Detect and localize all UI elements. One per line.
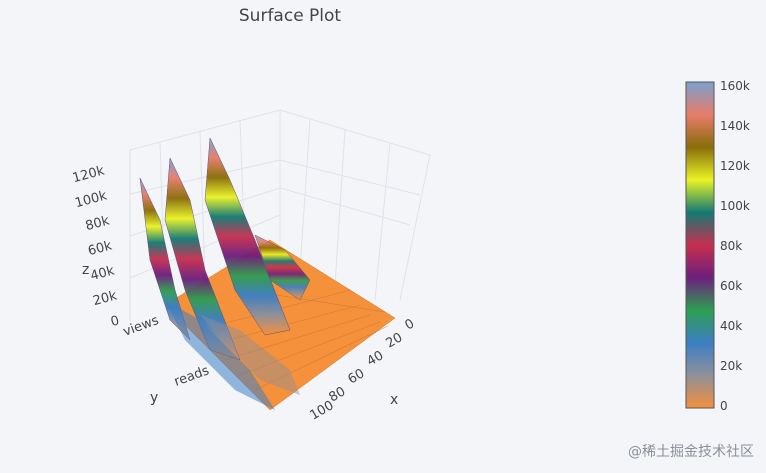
colorbar-ticks: 0 20k 40k 60k 80k 100k 120k 140k 160k [720, 79, 750, 413]
axis-grid [129, 109, 431, 320]
surface-front-blue [165, 300, 275, 410]
z-tick-label: 80k [84, 213, 112, 234]
z-tick-label: 0 [109, 313, 121, 330]
grid-line [279, 187, 411, 226]
y-category-reads: reads [172, 363, 211, 390]
grid-line [279, 159, 421, 196]
back-wall-right [279, 109, 431, 301]
colorbar [685, 81, 715, 409]
grid-line [374, 142, 391, 301]
x-tick-label: 0 [403, 316, 418, 333]
colorbar-tick-label: 60k [720, 279, 742, 293]
z-axis-label: z [82, 262, 89, 278]
grid-line [129, 159, 281, 195]
surface-ridge-low [254, 234, 311, 301]
colorbar-tick-label: 100k [720, 199, 750, 213]
surface-front-gray [200, 315, 300, 395]
colorbar-tick-label: 120k [720, 159, 750, 173]
z-tick-label: 60k [86, 238, 114, 259]
z-tick-label: 120k [71, 163, 107, 186]
surface-peaks[interactable] [139, 137, 311, 410]
y-category-views: views [121, 313, 161, 340]
z-tick-label: 40k [89, 263, 117, 284]
colorbar-tick-label: 20k [720, 359, 742, 373]
chart-title: Surface Plot [238, 6, 342, 26]
x-tick-label: 60 [346, 366, 368, 387]
colorbar-tick-label: 40k [720, 319, 742, 333]
x-tick-label: 20 [384, 330, 406, 351]
colorbar-tick-label: 160k [720, 79, 750, 93]
colorbar-tick-label: 140k [720, 119, 750, 133]
back-wall-left [129, 109, 281, 320]
x-tick-label: 40 [365, 348, 387, 369]
colorbar-tick-label: 0 [720, 399, 728, 413]
surface-peak-reads-2 [204, 137, 291, 336]
watermark: @稀土掘金技术社区 [628, 444, 754, 460]
x-tick-label: 80 [327, 384, 349, 405]
grid-line [199, 130, 206, 281]
z-tick-label: 20k [91, 288, 119, 309]
y-axis-label: y [150, 390, 158, 406]
x-axis-label: x [390, 392, 398, 408]
grid-line [299, 119, 311, 271]
z-tick-label: 100k [73, 188, 109, 211]
colorbar-tick-label: 80k [720, 239, 742, 253]
grid-line [334, 129, 346, 286]
